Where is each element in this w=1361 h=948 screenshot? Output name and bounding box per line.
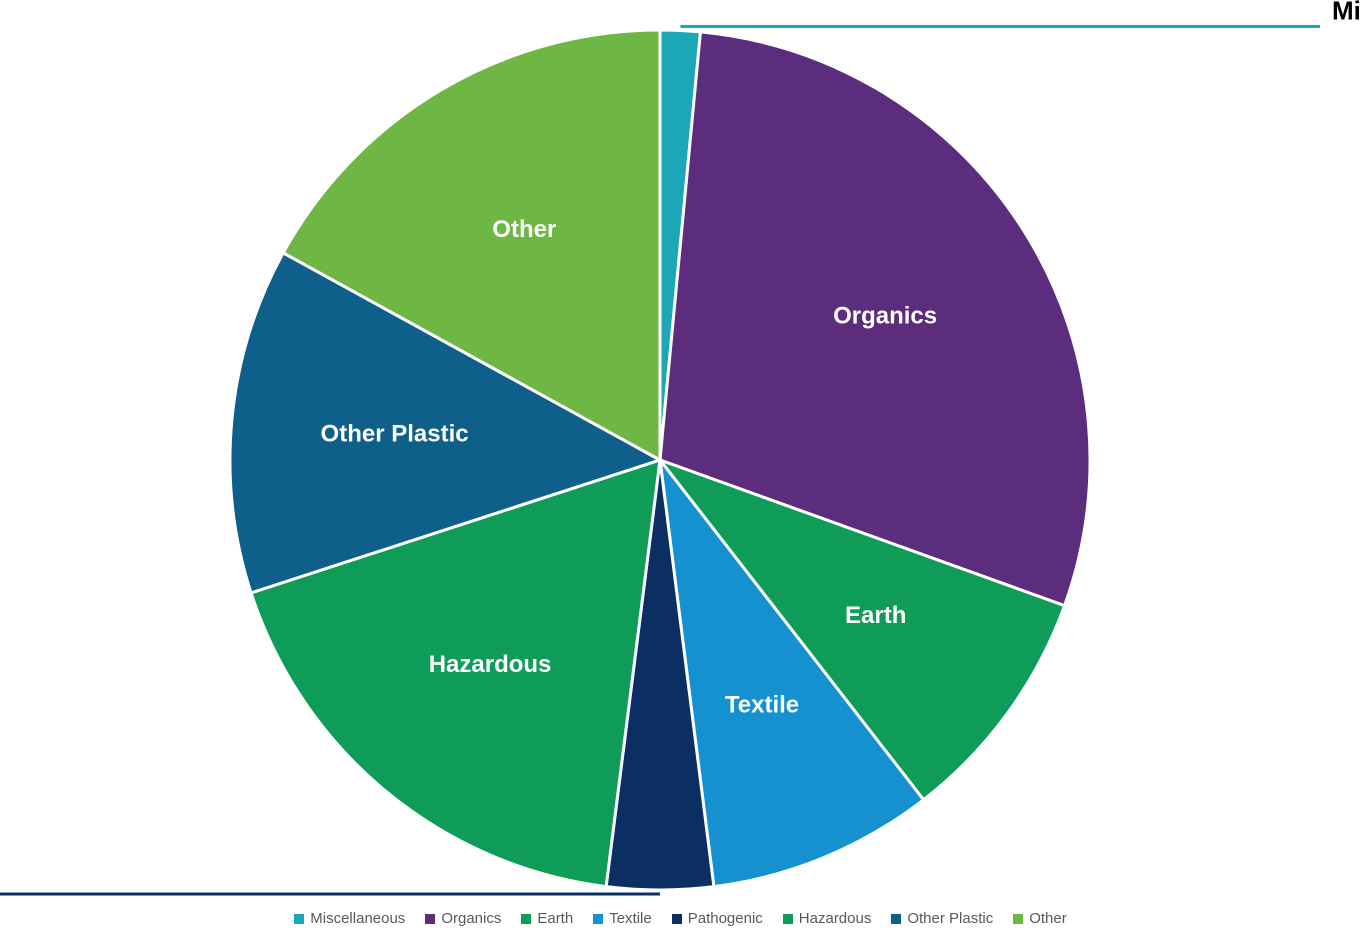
slice-label: Other	[492, 216, 556, 243]
pie-chart-svg: Miscellaneous Organics Earth Textile Pathoge…	[0, 0, 1361, 948]
legend-swatch	[593, 914, 603, 924]
slice-label: Other Plastic	[321, 420, 469, 447]
slice-label: Hazardous	[429, 651, 552, 678]
legend-swatch	[425, 914, 435, 924]
legend-swatch	[1013, 914, 1023, 924]
slice-label: Organics	[833, 302, 937, 329]
legend-swatch	[294, 914, 304, 924]
legend-label: Textile	[609, 910, 652, 927]
legend-item: Organics	[425, 910, 501, 927]
slice-label: Earth	[845, 602, 906, 629]
legend-item: Miscellaneous	[294, 910, 405, 927]
slice-label: Textile	[725, 692, 799, 719]
legend-label: Earth	[537, 910, 573, 927]
legend-swatch	[783, 914, 793, 924]
legend-label: Miscellaneous	[310, 910, 405, 927]
legend-item: Earth	[521, 910, 573, 927]
legend: Miscellaneous Organics Earth Textile Pathoge…	[0, 910, 1361, 928]
legend-label: Organics	[441, 910, 501, 927]
callout-label: Miscellaneous	[1332, 0, 1361, 25]
legend-item: Pathogenic	[672, 910, 763, 927]
legend-label: Other Plastic	[907, 910, 993, 927]
legend-item: Textile	[593, 910, 652, 927]
legend-swatch	[521, 914, 531, 924]
legend-label: Other	[1029, 910, 1067, 927]
legend-label: Pathogenic	[688, 910, 763, 927]
legend-label: Hazardous	[799, 910, 872, 927]
legend-swatch	[672, 914, 682, 924]
pie-slices	[230, 30, 1090, 890]
legend-item: Other	[1013, 910, 1067, 927]
legend-swatch	[891, 914, 901, 924]
legend-item: Other Plastic	[891, 910, 993, 927]
pie-chart-container: Miscellaneous Organics Earth Textile Pathoge…	[0, 0, 1361, 948]
legend-item: Hazardous	[783, 910, 872, 927]
